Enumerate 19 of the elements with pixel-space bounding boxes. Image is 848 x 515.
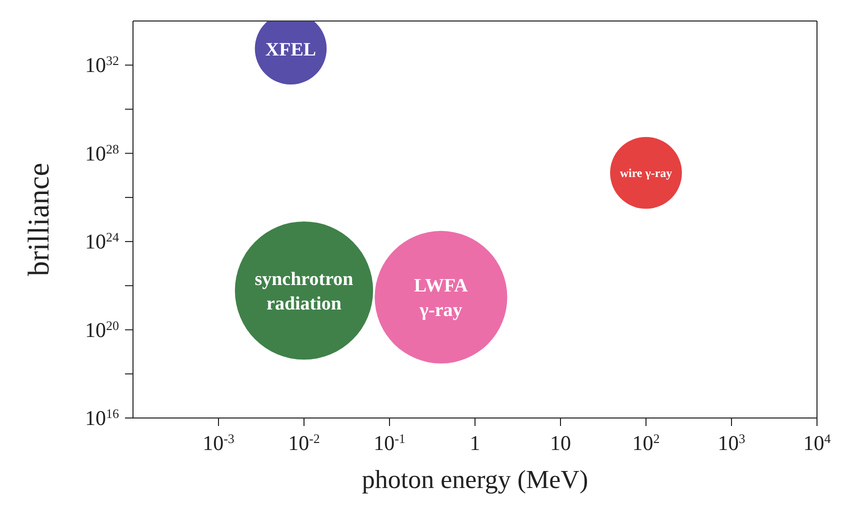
x-tick-label: 10$^{2}$ — [632, 430, 660, 455]
series-label: wire γ-ray — [620, 166, 672, 180]
series-label: XFEL — [265, 39, 316, 60]
y-axis-title: brilliance — [22, 162, 56, 276]
x-tick-label: 10$^{-3}$ — [202, 430, 234, 455]
series-label: LWFA γ-ray — [414, 276, 468, 322]
y-tick-label: 10$^{20}$ — [85, 317, 119, 342]
x-tick-label: 10 — [550, 431, 571, 455]
x-tick-label: 10$^{-2}$ — [288, 430, 320, 455]
y-tick-label: 10$^{16}$ — [85, 406, 120, 430]
x-axis-title: photon energy (MeV) — [362, 465, 588, 494]
x-tick-label: 10$^{-1}$ — [374, 430, 406, 455]
x-tick-label: 10$^{4}$ — [803, 430, 832, 455]
x-tick-label: 10$^{3}$ — [718, 430, 746, 455]
y-tick-label: 10$^{32}$ — [85, 52, 119, 78]
y-tick-label: 10$^{28}$ — [85, 140, 119, 166]
y-tick-label: 10$^{24}$ — [85, 229, 120, 254]
series-label: synchrotron radiation — [254, 268, 354, 315]
x-tick-label: 1 — [470, 431, 480, 455]
